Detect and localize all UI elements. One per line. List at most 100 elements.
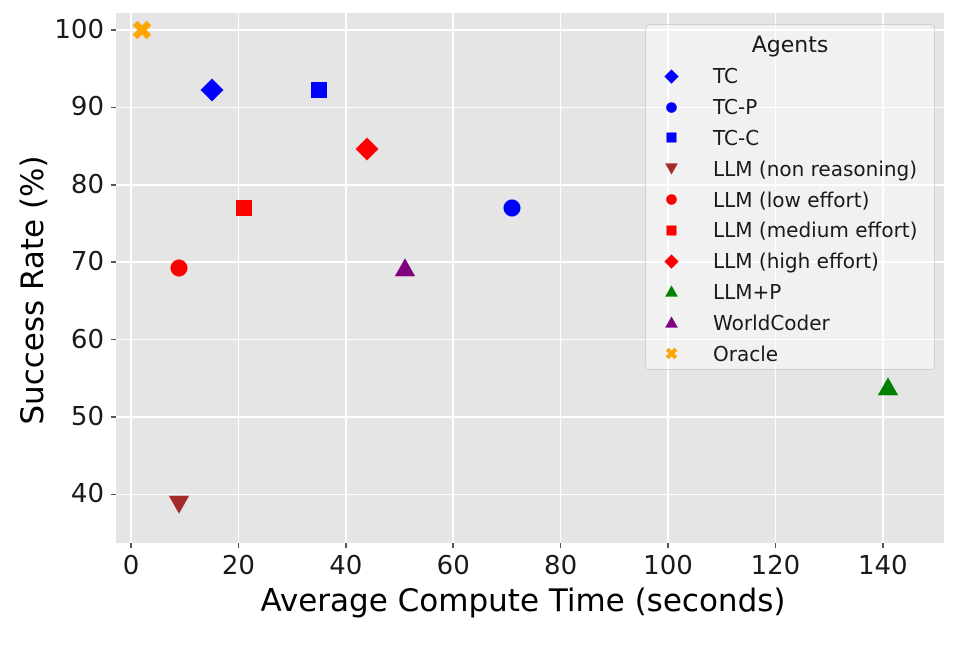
gridline-x[interactable] [345,13,347,543]
triangle-up-icon [664,285,678,298]
x-tick-mark[interactable] [559,543,562,548]
x-tick-mark[interactable] [774,543,777,548]
x-tick-mark[interactable] [882,543,884,548]
legend-item-label[interactable]: LLM (non reasoning) [713,156,918,181]
y-tick-label[interactable]: 90 [70,92,104,123]
y-tick-mark[interactable] [111,261,116,263]
gridline-x[interactable] [559,13,562,543]
legend-item-label[interactable]: Oracle [713,341,779,366]
x-tick-mark[interactable] [667,543,669,548]
x-tick-mark[interactable] [452,543,454,548]
y-tick-mark[interactable] [111,106,116,109]
x-tick-label[interactable]: 0 [122,551,140,581]
gridline-y[interactable] [116,261,944,263]
x-tick-label[interactable]: 100 [643,551,693,581]
square-icon [310,81,327,98]
gridline-y[interactable] [116,416,944,418]
legend-item-label[interactable]: TC [713,64,739,89]
gridline-x[interactable] [667,13,669,543]
diamond-icon [355,137,379,161]
gridline-x[interactable] [452,13,454,543]
data-point-llm-medium-effort-[interactable] [232,196,256,224]
gridline-x[interactable] [882,13,884,543]
legend-item-label[interactable]: WorldCoder [713,310,830,335]
gridline-x[interactable] [774,13,777,543]
legend-item[interactable]: LLM (high effort) [646,246,934,277]
y-tick-mark[interactable] [111,184,116,186]
gridline-y[interactable] [116,493,944,495]
triangle-down-icon[interactable] [660,161,682,177]
data-point-tc[interactable] [200,78,224,106]
triangle-up-icon[interactable] [660,284,682,300]
circle-icon [665,101,677,113]
data-point-llm-non-reasoning-[interactable] [167,492,191,520]
x-cross-icon [665,347,677,360]
x-tick-label[interactable]: 60 [436,551,470,581]
legend-item[interactable]: TC-C [646,123,934,154]
diamond-icon [200,78,224,102]
circle-icon[interactable] [660,99,682,115]
legend-item[interactable]: WorldCoder [646,307,934,338]
square-icon [235,199,252,216]
x-tick-mark[interactable] [130,543,132,548]
data-point-llm-p[interactable] [876,375,900,403]
legend-items: TC TC-P TC-C LLM (non reasoning) LLM (low ef… [646,61,934,369]
legend-item[interactable]: LLM (low effort) [646,184,934,215]
triangle-down-icon [664,163,678,175]
legend-item-label[interactable]: TC-P [713,95,758,120]
y-tick-label[interactable]: 60 [70,324,104,355]
y-tick-mark[interactable] [111,493,116,495]
gridline-y[interactable] [116,29,944,31]
y-tick-mark[interactable] [111,29,116,31]
y-tick-mark[interactable] [111,338,116,341]
square-icon[interactable] [660,130,682,146]
gridline-x[interactable] [237,13,240,543]
legend-item[interactable]: LLM (non reasoning) [646,153,934,184]
diamond-icon[interactable] [660,68,682,84]
data-point-llm-low-effort-[interactable] [167,256,191,284]
x-tick-label[interactable]: 80 [544,551,578,581]
x-axis-label: Average Compute Time (seconds) [260,583,786,619]
gridline-y[interactable] [116,184,944,186]
legend-item[interactable]: LLM+P [646,277,934,308]
data-point-tc-c[interactable] [307,78,331,106]
x-tick-label[interactable]: 20 [221,551,255,581]
data-point-oracle[interactable] [130,18,154,46]
x-cross-icon[interactable] [660,346,682,362]
x-tick-label[interactable]: 40 [329,551,363,581]
legend-item[interactable]: Oracle [646,338,934,369]
data-point-worldcoder[interactable] [393,256,417,284]
y-tick-label[interactable]: 50 [70,401,104,432]
gridline-y[interactable] [116,338,944,341]
legend-item[interactable]: TC [646,61,934,92]
x-tick-mark[interactable] [345,543,347,548]
triangle-up-icon[interactable] [660,315,682,331]
x-tick-mark[interactable] [237,543,240,548]
y-tick-label[interactable]: 40 [70,479,104,510]
legend-item-label[interactable]: TC-C [713,125,760,150]
legend-item[interactable]: LLM (medium effort) [646,215,934,246]
y-tick-label[interactable]: 80 [70,169,104,200]
legend-item-label[interactable]: LLM (medium effort) [713,218,918,243]
circle-icon [665,194,677,205]
legend-item-label[interactable]: LLM (high effort) [713,249,879,274]
y-tick-label[interactable]: 70 [70,247,104,278]
legend-item-label[interactable]: LLM (low effort) [713,187,870,212]
legend-item[interactable]: TC-P [646,92,934,123]
x-tick-label[interactable]: 140 [857,551,908,581]
legend-item-label[interactable]: LLM+P [713,279,782,304]
diamond-icon[interactable] [660,253,682,269]
y-tick-mark[interactable] [111,416,116,418]
data-point-tc-p[interactable] [500,196,524,224]
x-tick-label[interactable]: 120 [750,551,801,581]
gridline-y[interactable] [116,106,944,109]
diamond-icon [663,253,679,269]
square-icon [666,225,676,236]
plot-area [116,13,944,543]
gridline-x[interactable] [130,13,132,543]
square-icon[interactable] [660,222,682,238]
circle-icon[interactable] [660,192,682,208]
x-cross-icon [132,20,152,40]
data-point-llm-high-effort-[interactable] [355,137,379,165]
y-tick-label[interactable]: 100 [54,15,104,46]
